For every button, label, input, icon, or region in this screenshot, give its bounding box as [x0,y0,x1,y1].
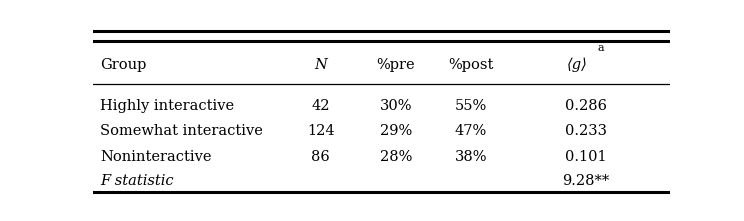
Text: 47%: 47% [455,124,487,138]
Text: N: N [315,58,327,72]
Text: Group: Group [100,58,147,72]
Text: a: a [597,43,603,53]
Text: Somewhat interactive: Somewhat interactive [100,124,263,138]
Text: 42: 42 [312,99,330,113]
Text: Noninteractive: Noninteractive [100,150,212,164]
Text: 0.286: 0.286 [565,99,607,113]
Text: 28%: 28% [379,150,412,164]
Text: Highly interactive: Highly interactive [100,99,234,113]
Text: 0.101: 0.101 [565,150,607,164]
Text: %post: %post [448,58,493,72]
Text: 55%: 55% [455,99,487,113]
Text: 29%: 29% [379,124,412,138]
Text: 9.28**: 9.28** [562,174,609,188]
Text: 30%: 30% [379,99,412,113]
Text: F statistic: F statistic [100,174,174,188]
Text: ⟨g⟩: ⟨g⟩ [567,58,588,72]
Text: 86: 86 [312,150,330,164]
Text: 124: 124 [307,124,335,138]
Text: %pre: %pre [376,58,415,72]
Text: 0.233: 0.233 [565,124,607,138]
Text: 38%: 38% [455,150,487,164]
